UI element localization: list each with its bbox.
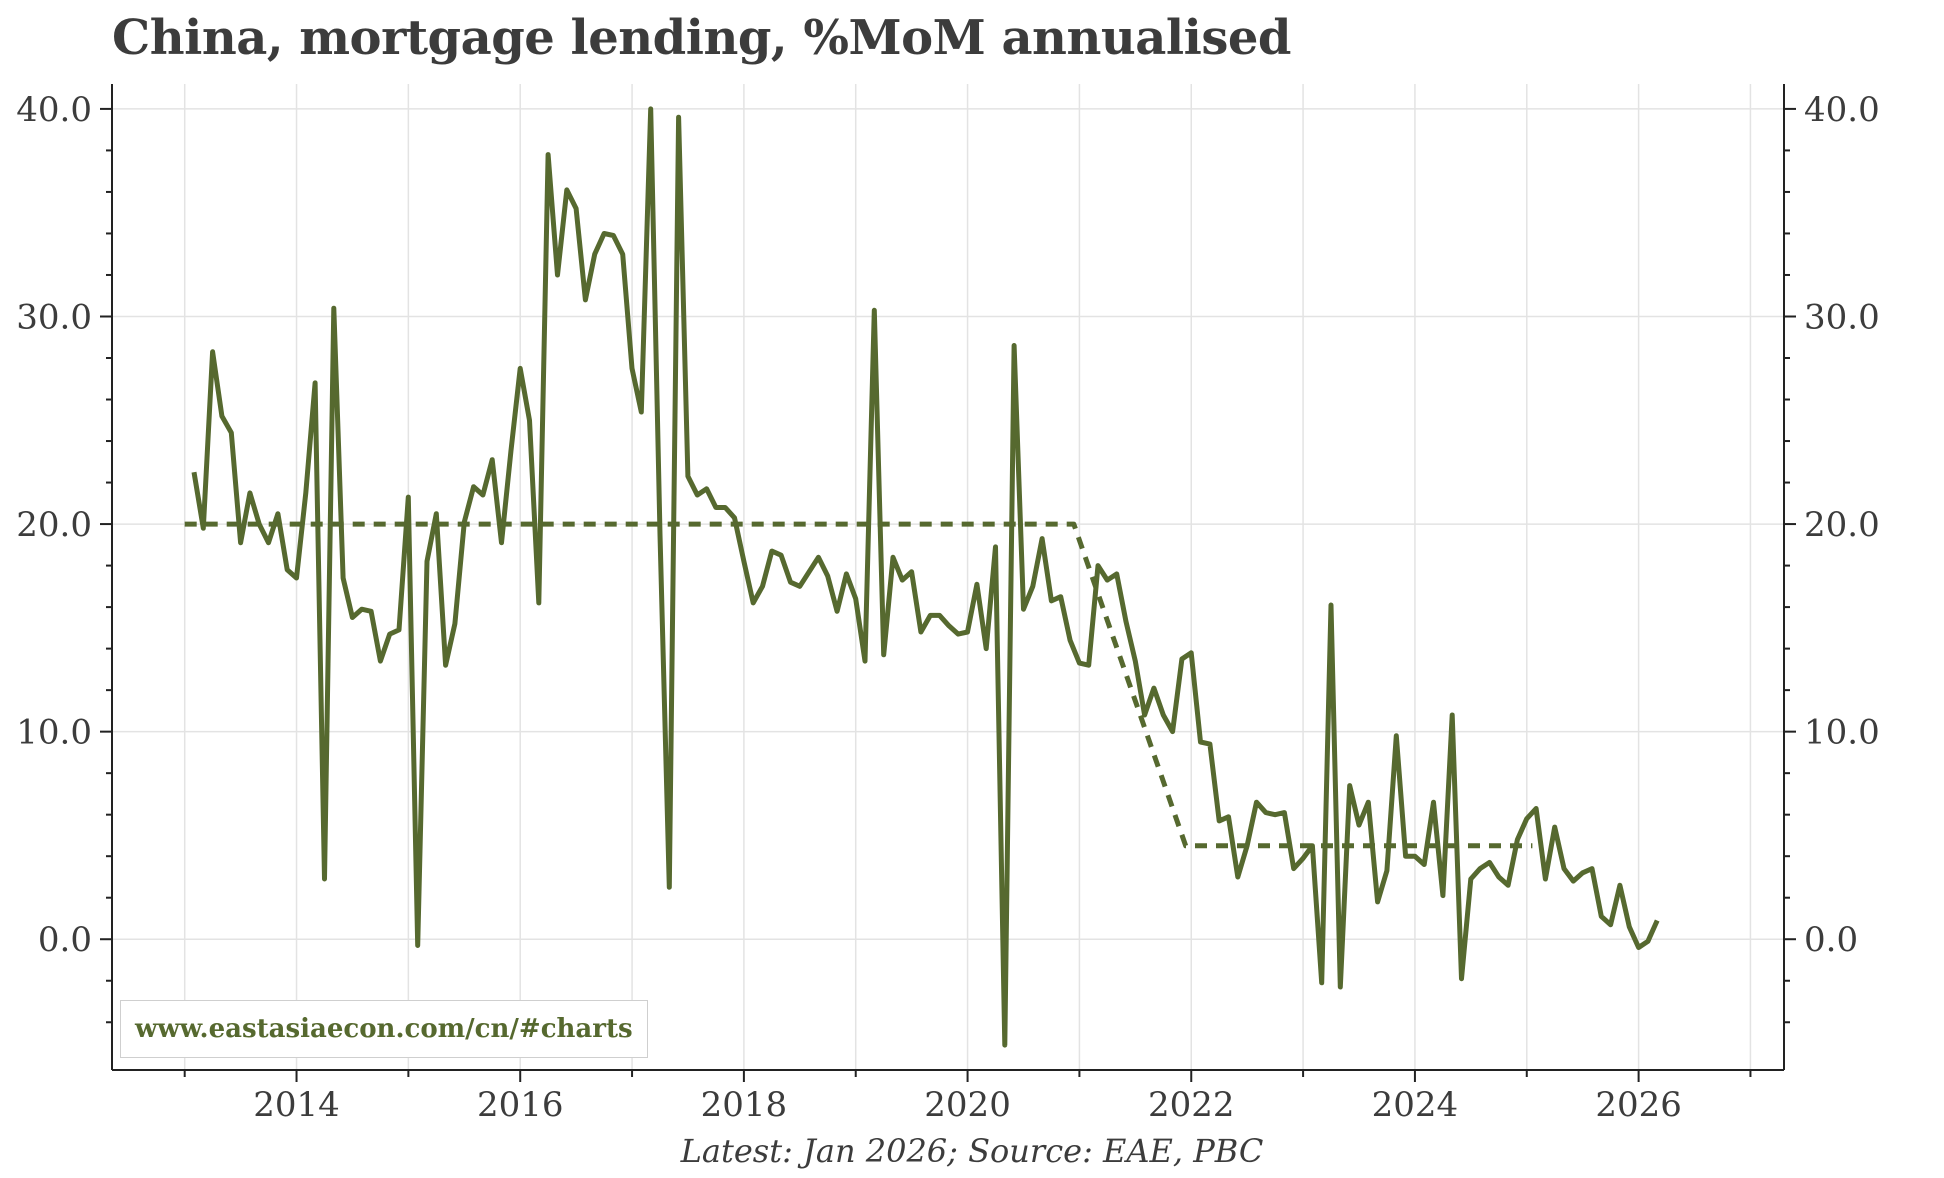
y-right-tick-label: 30.0 <box>1804 297 1880 337</box>
x-tick-label: 2016 <box>477 1085 564 1125</box>
watermark-link[interactable]: www.eastasiaecon.com/cn/#charts <box>120 1000 648 1058</box>
x-tick-label: 2022 <box>1148 1085 1235 1125</box>
y-right-tick-label: 20.0 <box>1804 505 1880 545</box>
chart-title: China, mortgage lending, %MoM annualised <box>112 10 1291 66</box>
x-tick-label: 2020 <box>924 1085 1011 1125</box>
y-tick-label: 40.0 <box>16 90 92 130</box>
x-tick-label: 2018 <box>701 1085 788 1125</box>
y-tick-label: 0.0 <box>38 920 92 960</box>
grid-lines <box>112 84 1784 1070</box>
source-note: Latest: Jan 2026; Source: EAE, PBC <box>680 1132 1264 1170</box>
series-layer <box>184 106 1660 1048</box>
x-tick-label: 2024 <box>1372 1085 1459 1125</box>
y-right-tick-label: 0.0 <box>1804 920 1858 960</box>
y-tick-label: 10.0 <box>16 713 92 753</box>
y-tick-label: 20.0 <box>16 505 92 545</box>
axes: 0.0 0.0 10.0 10.0 20.0 20.0 30.0 30.0 40.0 40.0 20… <box>16 84 1880 1125</box>
y-right-tick-label: 10.0 <box>1804 713 1880 753</box>
y-tick-label: 30.0 <box>16 297 92 337</box>
x-tick-label: 2026 <box>1595 1085 1682 1125</box>
mortgage-lending-line <box>191 106 1660 1048</box>
y-right-tick-label: 40.0 <box>1804 90 1880 130</box>
trend-dashed-line <box>184 521 1533 849</box>
x-tick-label: 2014 <box>253 1085 340 1125</box>
